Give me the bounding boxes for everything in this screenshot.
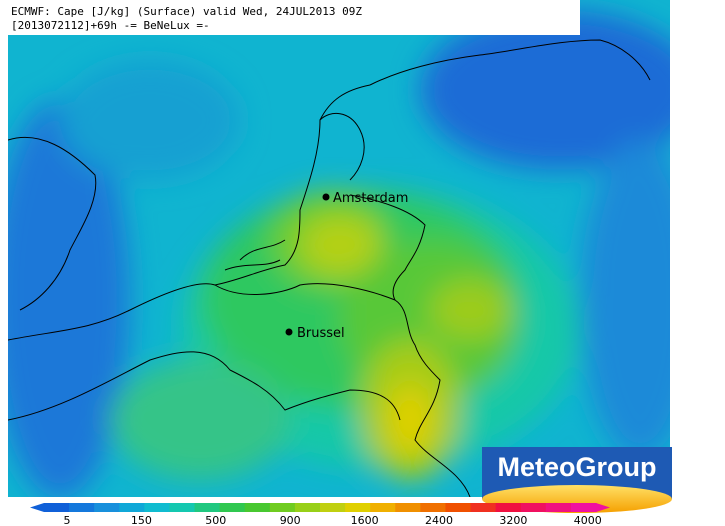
borders	[8, 39, 651, 497]
logo-text: MeteoGroup	[498, 452, 657, 482]
colorbar-segment	[94, 503, 120, 512]
colorbar-segment	[244, 503, 271, 512]
colorbar-tick-label: 1600	[351, 514, 379, 526]
colorbar-segment	[470, 503, 497, 512]
header-line: ECMWF: Cape [J/kg] (Surface) valid Wed, …	[11, 5, 362, 18]
cape-field: Amsterdam Brussel	[8, 0, 670, 497]
colorbar-segment	[69, 503, 95, 512]
colorbar-segment	[395, 503, 421, 512]
city-marker	[322, 193, 330, 201]
colorbar-segment	[545, 503, 572, 512]
colorbar: 5 150 500 900 1600 2400 3200 4000	[30, 503, 610, 526]
colorbar-tick-label: 5	[64, 514, 71, 526]
colorbar-segment	[144, 503, 170, 512]
city-marker	[285, 328, 293, 336]
colorbar-segment	[420, 503, 446, 512]
header-box	[8, 0, 580, 35]
colorbar-segment	[495, 503, 522, 512]
colorbar-tick-label: 150	[131, 514, 152, 526]
colorbar-end	[596, 503, 610, 512]
colorbar-segment	[520, 503, 547, 512]
header-line: [2013072112]+69h -= BeNeLux =-	[11, 19, 210, 32]
colorbar-tick-label: 500	[205, 514, 226, 526]
colorbar-segment	[194, 503, 221, 512]
city-label: Amsterdam	[333, 191, 408, 206]
colorbar-tick-label: 900	[280, 514, 301, 526]
colorbar-end	[30, 503, 44, 512]
colorbar-segment	[445, 503, 472, 512]
logo: MeteoGroup	[482, 447, 672, 513]
city-label: Brussel	[297, 326, 345, 341]
colorbar-segment	[219, 503, 246, 512]
colorbar-segment	[269, 503, 296, 512]
colorbar-segment	[44, 503, 70, 512]
colorbar-segment	[320, 503, 346, 512]
colorbar-segment	[570, 503, 597, 512]
colorbar-segment	[294, 503, 321, 512]
colorbar-segment	[169, 503, 196, 512]
colorbar-tick-label: 3200	[499, 514, 527, 526]
colorbar-tick-label: 2400	[425, 514, 453, 526]
colorbar-tick-label: 4000	[574, 514, 602, 526]
colorbar-segment	[119, 503, 145, 512]
colorbar-segment	[345, 503, 371, 512]
colorbar-segment	[370, 503, 396, 512]
